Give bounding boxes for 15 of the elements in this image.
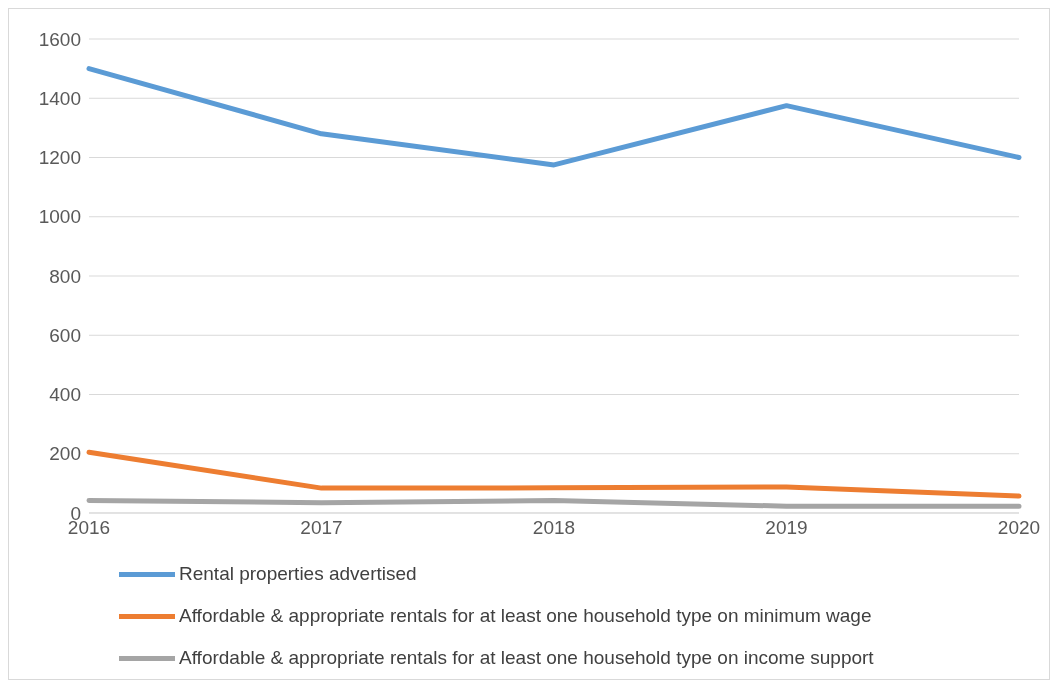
y-tick-label: 200 [49, 443, 81, 465]
y-tick-label: 1000 [38, 206, 81, 228]
y-tick-label: 1600 [38, 28, 81, 50]
y-tick-label: 1200 [38, 147, 81, 169]
legend-label: Rental properties advertised [179, 563, 417, 585]
legend-label: Affordable & appropriate rentals for at least one household type on income support [179, 647, 874, 669]
x-tick-label: 2020 [997, 517, 1041, 539]
y-tick-label: 800 [49, 265, 81, 287]
x-tick-label: 2018 [532, 517, 576, 539]
y-tick-label: 1400 [38, 88, 81, 109]
x-tick-label: 2017 [300, 517, 343, 539]
y-tick-label: 400 [49, 384, 81, 406]
x-tick-label: 2019 [765, 517, 808, 539]
y-tick-label: 600 [49, 324, 81, 346]
legend-label: Affordable & appropriate rentals for at least one household type on minimum wage [179, 605, 872, 627]
